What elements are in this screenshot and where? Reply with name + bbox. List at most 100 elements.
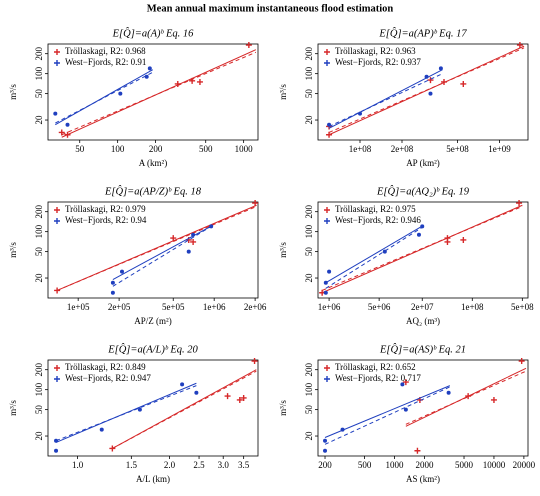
x-tick-label: 2.5 xyxy=(193,460,205,470)
y-axis-label: m³/s xyxy=(8,242,18,258)
plot-frame xyxy=(317,201,529,299)
panel: E[Q̂]=a(A/L)ᵇ Eq. 20 1.0 1.5 2.0 2.5 3.0 3.5 20… xyxy=(8,343,259,484)
y-tick-label: 50 xyxy=(34,405,44,415)
fit-line xyxy=(55,382,197,443)
y-tick-label: 100 xyxy=(304,382,314,396)
x-tick-label: 3.0 xyxy=(218,460,230,470)
point xyxy=(119,269,124,274)
x-tick-label: 1.5 xyxy=(126,460,138,470)
point xyxy=(516,42,523,49)
x-tick-label: 500 xyxy=(199,144,213,154)
y-tick-label: 100 xyxy=(304,66,314,80)
x-axis-label: AQ₂ (m³) xyxy=(406,316,440,326)
x-tick-label: 2e+07 xyxy=(411,302,434,312)
x-tick-label: 1e+06 xyxy=(203,302,226,312)
panel-title: E[Q̂]=a(AP/Z)ᵇ Eq. 18 xyxy=(104,185,202,198)
y-tick-label: 20 xyxy=(304,273,314,283)
y-tick-label: 20 xyxy=(34,115,44,125)
legend-marker xyxy=(54,60,60,66)
point xyxy=(191,232,196,237)
legend-label: Tröllaskagi, R2: 0.849 xyxy=(65,362,146,372)
point xyxy=(424,74,429,79)
point xyxy=(340,427,345,432)
fit-line-dashed xyxy=(321,205,523,291)
point xyxy=(516,200,523,207)
y-tick-label: 200 xyxy=(34,204,44,218)
y-tick-label: 20 xyxy=(304,115,314,125)
legend-marker xyxy=(324,207,330,213)
fit-line xyxy=(325,224,425,284)
point xyxy=(323,448,328,453)
legend-marker xyxy=(324,218,330,224)
point xyxy=(460,80,467,87)
figure-title: Mean annual maximum instantaneous flood … xyxy=(147,3,394,14)
panel-title: E[Q̂]=a(AQ₂)ᵇ Eq. 19 xyxy=(376,185,470,198)
point xyxy=(460,236,467,243)
fit-line-dashed xyxy=(328,47,525,133)
y-tick-label: 200 xyxy=(304,46,314,60)
point xyxy=(190,238,197,245)
x-tick-label: 3.5 xyxy=(238,460,250,470)
plot-frame xyxy=(47,201,259,299)
y-tick-label: 200 xyxy=(34,362,44,376)
point xyxy=(414,447,421,454)
x-tick-label: 20000 xyxy=(513,460,536,470)
point xyxy=(54,287,61,294)
point xyxy=(64,131,71,138)
point xyxy=(518,358,525,365)
fit-line-dashed xyxy=(325,225,425,289)
legend-marker xyxy=(54,365,60,371)
point xyxy=(170,235,177,242)
point xyxy=(420,224,425,229)
fit-line-dashed xyxy=(56,205,257,291)
fit-line-dashed xyxy=(112,370,257,449)
x-axis-label: AP/Z (m²) xyxy=(134,316,171,326)
point xyxy=(109,445,116,452)
point xyxy=(174,80,181,87)
point xyxy=(224,393,231,400)
point xyxy=(118,91,123,96)
legend-marker xyxy=(54,207,60,213)
point xyxy=(147,66,152,71)
x-tick-label: 5e+08 xyxy=(446,144,469,154)
legend-marker xyxy=(324,60,330,66)
plot-frame xyxy=(317,43,529,141)
point xyxy=(444,235,451,242)
legend-marker xyxy=(324,376,330,382)
y-tick-label: 200 xyxy=(304,362,314,376)
legend-label: West−Fjords, R2: 0.946 xyxy=(335,215,421,225)
point xyxy=(110,280,115,285)
legend-label: Tröllaskagi, R2: 0.963 xyxy=(335,46,416,56)
point xyxy=(358,111,362,116)
x-tick-label: 5000 xyxy=(455,460,474,470)
point xyxy=(327,122,332,127)
point xyxy=(252,200,259,207)
point xyxy=(441,78,447,85)
panel-title: E[Q̂]=a(AS)ᵇ Eq. 21 xyxy=(379,343,466,356)
x-tick-label: 2.0 xyxy=(164,460,176,470)
panel-title: E[Q̂]=a(AP)ᵇ Eq. 17 xyxy=(378,27,467,40)
point xyxy=(438,66,443,71)
fit-line-dashed xyxy=(55,71,154,124)
point xyxy=(54,438,59,443)
point xyxy=(58,129,65,136)
plot-frame xyxy=(317,359,529,457)
fit-line xyxy=(55,69,154,126)
x-tick-label: 2000 xyxy=(415,460,434,470)
fit-line xyxy=(324,385,451,438)
legend-label: Tröllaskagi, R2: 0.975 xyxy=(335,204,416,214)
fit-line xyxy=(321,204,523,294)
x-tick-label: 10000 xyxy=(483,460,506,470)
legend-label: Tröllaskagi, R2: 0.652 xyxy=(335,362,416,372)
legend-marker xyxy=(54,376,60,382)
point xyxy=(180,382,185,387)
y-tick-label: 100 xyxy=(34,66,44,80)
point xyxy=(428,91,433,96)
point xyxy=(194,390,199,395)
y-tick-label: 100 xyxy=(34,382,44,396)
y-tick-label: 100 xyxy=(34,224,44,238)
x-tick-label: 200 xyxy=(149,144,163,154)
point xyxy=(236,396,243,403)
x-tick-label: 5e+05 xyxy=(162,302,185,312)
panel-title: E[Q̂]=a(A/L)ᵇ Eq. 20 xyxy=(107,343,198,356)
